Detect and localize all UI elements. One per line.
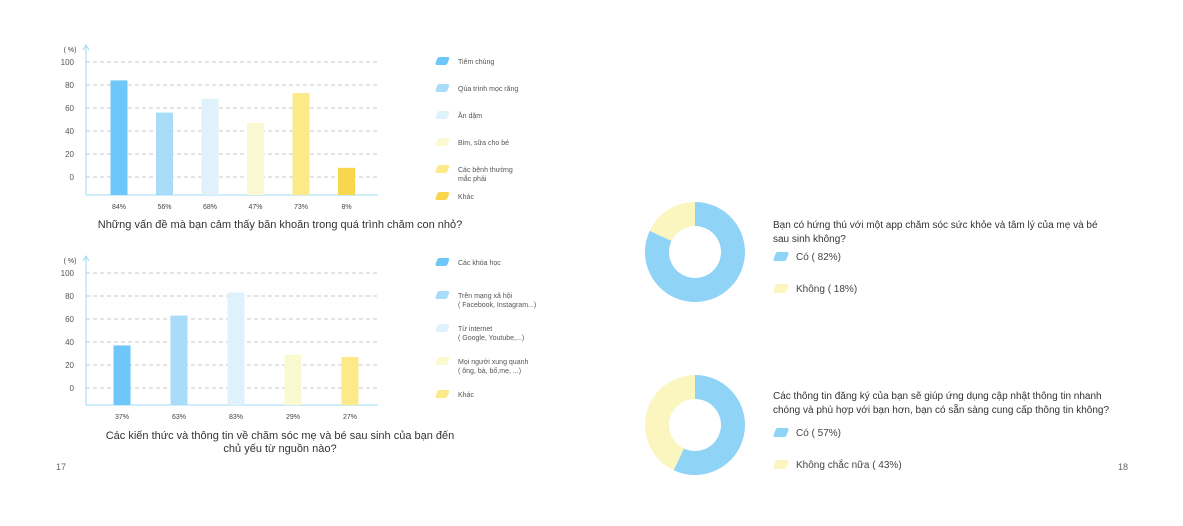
legend-swatch: [435, 84, 450, 92]
bar-2: [170, 315, 188, 405]
page-number-left: 17: [56, 462, 66, 472]
y-tick-label: 80: [65, 81, 74, 90]
legend-label: mắc phải: [458, 174, 487, 183]
legend-swatch: [435, 138, 450, 146]
legend-swatch: [435, 165, 450, 173]
chart-title: Những vấn đề mà bạn cảm thấy băn khoăn t…: [98, 219, 463, 231]
bar-value-label: 47%: [248, 204, 262, 211]
legend-label: Không chắc nữa ( 43%): [796, 458, 902, 471]
y-tick-label: 60: [65, 104, 74, 113]
y-axis-arrow: [82, 255, 90, 262]
bar-value-label: 84%: [112, 204, 126, 211]
bar-2: [156, 112, 173, 195]
chart-title: chủ yếu từ nguồn nào?: [223, 443, 336, 455]
bar-value-label: 68%: [203, 204, 217, 211]
legend-label: Khác: [458, 392, 474, 399]
chart-title: Các kiến thức và thông tin về chăm sóc m…: [106, 430, 455, 442]
legend-label: Từ internet: [458, 326, 492, 333]
legend-swatch: [435, 111, 450, 119]
legend-label: Ăn dặm: [458, 111, 482, 120]
donut-slice-1: [645, 202, 745, 302]
legend-swatch: [773, 252, 789, 261]
legend-label: ( ông, bà, bố,mẹ, ...): [458, 366, 521, 375]
survey-question: chóng và phù hợp với bạn hơn, bạn có sẵn…: [773, 403, 1109, 416]
y-tick-label: 80: [65, 292, 74, 301]
legend-swatch: [435, 291, 450, 299]
survey-question: sau sinh không?: [773, 234, 846, 245]
y-unit-label: ( %): [64, 258, 77, 265]
survey-question: Bạn có hứng thú với một app chăm sóc sức…: [773, 219, 1098, 231]
legend-swatch: [435, 192, 450, 200]
y-tick-label: 100: [61, 269, 75, 278]
legend-swatch: [435, 57, 450, 65]
bar-3: [201, 98, 219, 195]
y-tick-label: 40: [65, 338, 74, 347]
bar-1: [110, 80, 128, 195]
y-tick-label: 0: [70, 173, 75, 182]
legend-label: Có ( 82%): [796, 252, 841, 263]
y-tick-label: 20: [65, 150, 74, 159]
legend-label: Mọi người xung quanh: [458, 359, 528, 366]
legend-swatch: [435, 324, 450, 332]
legend-label: Các khóa học: [458, 260, 501, 267]
donut-slice-2: [649, 202, 695, 241]
legend-label: Qúa trình mọc răng: [458, 86, 518, 93]
legend-label: ( Google, Youtube,...): [458, 335, 524, 342]
page-number-right: 18: [1118, 462, 1128, 472]
bar-6: [338, 167, 355, 195]
legend-swatch: [773, 284, 789, 293]
y-tick-label: 60: [65, 315, 74, 324]
legend-label: Tiêm chủng: [458, 58, 494, 66]
legend-swatch: [435, 357, 450, 365]
survey-question: Các thông tin đăng ký của bạn sẽ giúp ứn…: [773, 390, 1102, 402]
legend-swatch: [773, 428, 789, 437]
legend-label: Khác: [458, 194, 474, 201]
bar-value-label: 27%: [343, 414, 357, 421]
bar-5: [292, 93, 310, 195]
donut-slice-1: [673, 375, 745, 475]
bar-4: [247, 122, 264, 195]
y-tick-label: 40: [65, 127, 74, 136]
bar-4: [284, 354, 302, 405]
donut-slice-2: [645, 375, 695, 471]
legend-label: Không ( 18%): [796, 284, 857, 295]
y-tick-label: 0: [70, 384, 75, 393]
bar-value-label: 83%: [229, 414, 243, 421]
bar-3: [227, 292, 245, 405]
bar-value-label: 8%: [341, 204, 351, 211]
legend-swatch: [435, 390, 450, 398]
y-tick-label: 100: [61, 58, 75, 67]
bar-value-label: 37%: [115, 414, 129, 421]
legend-swatch: [435, 258, 450, 266]
legend-label: Trên mạng xã hội: [458, 293, 513, 300]
legend-label: Bỉm, sữa cho bé: [458, 139, 509, 147]
y-axis-arrow: [82, 44, 90, 51]
bar-value-label: 56%: [157, 204, 171, 211]
legend-label: Có ( 57%): [796, 428, 841, 439]
bar-5: [341, 356, 359, 405]
legend-label: Các bệnh thường: [458, 167, 513, 174]
bar-1: [113, 345, 131, 405]
bar-value-label: 29%: [286, 414, 300, 421]
bar-value-label: 63%: [172, 414, 186, 421]
y-tick-label: 20: [65, 361, 74, 370]
legend-label: ( Facebook, Instagram...): [458, 302, 536, 309]
y-unit-label: ( %): [64, 47, 77, 54]
legend-swatch: [773, 460, 789, 469]
bar-value-label: 73%: [294, 204, 308, 211]
